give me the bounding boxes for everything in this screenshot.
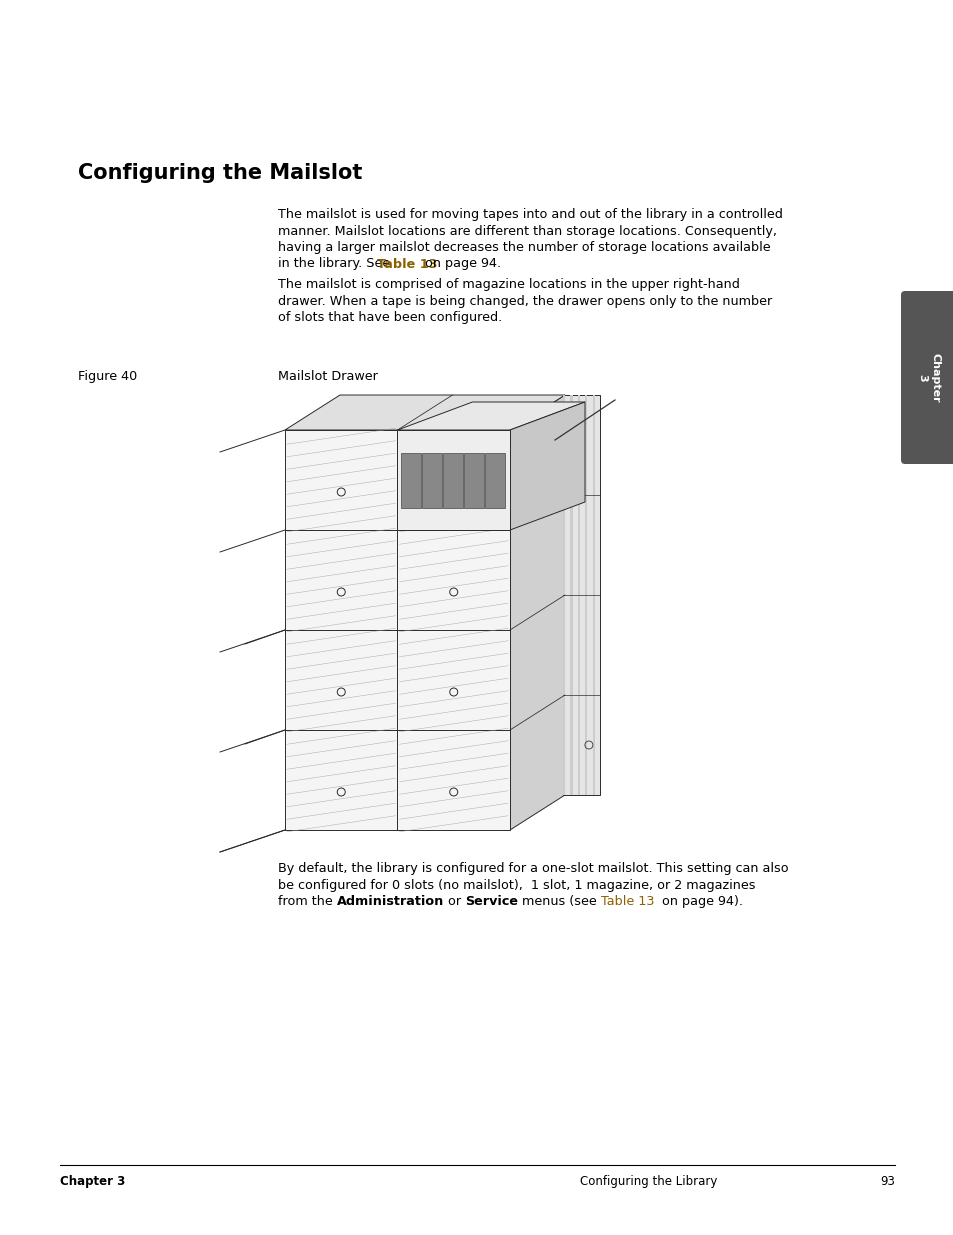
Text: 93: 93: [880, 1174, 894, 1188]
Text: Administration: Administration: [336, 895, 443, 908]
Text: The mailslot is comprised of magazine locations in the upper right-hand: The mailslot is comprised of magazine lo…: [277, 278, 740, 291]
Text: Configuring the Library: Configuring the Library: [579, 1174, 717, 1188]
Polygon shape: [285, 395, 564, 430]
Bar: [592, 395, 595, 795]
Bar: [562, 395, 564, 795]
Text: in the library. See: in the library. See: [277, 258, 394, 270]
Text: manner. Mailslot locations are different than storage locations. Consequently,: manner. Mailslot locations are different…: [277, 225, 776, 237]
Text: By default, the library is configured for a one-slot mailslot. This setting can : By default, the library is configured fo…: [277, 862, 788, 876]
Bar: [464, 453, 483, 508]
Text: on page 94).: on page 94).: [654, 895, 742, 908]
Text: The mailslot is used for moving tapes into and out of the library in a controlle: The mailslot is used for moving tapes in…: [277, 207, 782, 221]
Bar: [578, 395, 579, 795]
Bar: [401, 453, 421, 508]
Polygon shape: [285, 430, 510, 830]
Polygon shape: [397, 430, 510, 530]
Text: Chapter
3: Chapter 3: [917, 353, 940, 403]
Polygon shape: [510, 395, 564, 830]
Text: Table 13: Table 13: [377, 258, 437, 270]
Text: Service: Service: [465, 895, 517, 908]
Text: or: or: [443, 895, 465, 908]
Text: drawer. When a tape is being changed, the drawer opens only to the number: drawer. When a tape is being changed, th…: [277, 294, 771, 308]
Bar: [562, 395, 599, 795]
Polygon shape: [397, 403, 584, 430]
Bar: [584, 395, 587, 795]
Text: Figure 40: Figure 40: [78, 370, 137, 383]
Text: Chapter 3: Chapter 3: [60, 1174, 125, 1188]
Text: having a larger mailslot decreases the number of storage locations available: having a larger mailslot decreases the n…: [277, 241, 770, 254]
Text: be configured for 0 slots (no mailslot),  1 slot, 1 magazine, or 2 magazines: be configured for 0 slots (no mailslot),…: [277, 878, 755, 892]
Text: Configuring the Mailslot: Configuring the Mailslot: [78, 163, 362, 183]
Bar: [484, 453, 504, 508]
Text: of slots that have been configured.: of slots that have been configured.: [277, 311, 501, 324]
Text: on page 94.: on page 94.: [416, 258, 500, 270]
Polygon shape: [510, 403, 584, 530]
Bar: [443, 453, 463, 508]
Bar: [570, 395, 572, 795]
Text: menus (see: menus (see: [517, 895, 600, 908]
Text: from the: from the: [277, 895, 336, 908]
Bar: [422, 453, 442, 508]
Text: Table 13: Table 13: [600, 895, 654, 908]
Text: Mailslot Drawer: Mailslot Drawer: [277, 370, 377, 383]
FancyBboxPatch shape: [900, 291, 953, 464]
